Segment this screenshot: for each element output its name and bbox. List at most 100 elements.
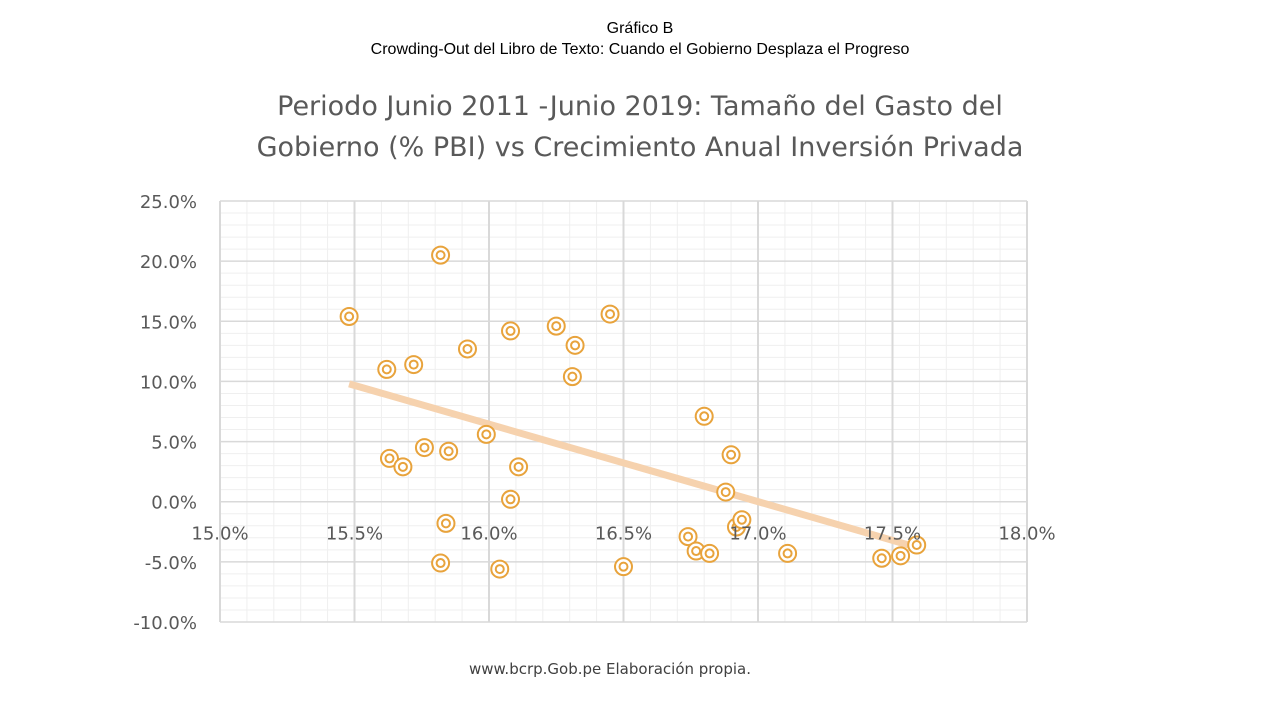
data-point-outer-ring: [778, 543, 798, 563]
y-tick-label: 25.0%: [140, 192, 197, 213]
data-point-inner-ring: [494, 564, 505, 575]
data-point-outer-ring: [891, 546, 911, 566]
data-point-inner-ring: [505, 494, 516, 505]
data-point: [678, 527, 698, 547]
data-point-outer-ring: [431, 553, 451, 573]
x-tick-label: 17.0%: [729, 524, 786, 545]
data-point-outer-ring: [457, 339, 477, 359]
data-point-inner-ring: [782, 548, 793, 559]
data-point-outer-ring: [716, 482, 736, 502]
y-tick-label: 0.0%: [151, 493, 197, 514]
data-point-inner-ring: [570, 340, 581, 351]
data-point: [490, 559, 510, 579]
data-point: [907, 535, 927, 555]
data-point-outer-ring: [700, 543, 720, 563]
chart-title-line-1: Periodo Junio 2011 -Junio 2019: Tamaño d…: [277, 91, 1003, 122]
source-note: www.bcrp.Gob.pe Elaboración propia.: [469, 660, 751, 678]
data-point: [501, 489, 521, 509]
data-point-outer-ring: [501, 321, 521, 341]
x-tick-label: 18.0%: [998, 524, 1055, 545]
data-point-outer-ring: [404, 355, 424, 375]
data-point-outer-ring: [565, 335, 585, 355]
data-point: [565, 335, 585, 355]
data-point-outer-ring: [678, 527, 698, 547]
data-point-inner-ring: [440, 518, 451, 529]
y-tick-label: 10.0%: [140, 372, 197, 393]
data-point: [457, 339, 477, 359]
data-point-inner-ring: [344, 311, 355, 322]
y-tick-label: 5.0%: [151, 433, 197, 454]
chart-title-line-2: Gobierno (% PBI) vs Crecimiento Anual In…: [256, 132, 1024, 163]
data-point-outer-ring: [414, 438, 434, 458]
data-point-outer-ring: [509, 457, 529, 477]
data-point: [778, 543, 798, 563]
data-point-outer-ring: [721, 445, 741, 465]
data-point: [476, 424, 496, 444]
data-point: [509, 457, 529, 477]
data-point-inner-ring: [876, 553, 887, 564]
data-point-inner-ring: [462, 343, 473, 354]
data-point-outer-ring: [339, 306, 359, 326]
data-point: [600, 304, 620, 324]
x-tick-label: 15.5%: [326, 524, 383, 545]
data-point-inner-ring: [505, 325, 516, 336]
data-point: [700, 543, 720, 563]
data-point-outer-ring: [490, 559, 510, 579]
data-point-outer-ring: [546, 316, 566, 336]
x-tick-label: 16.0%: [460, 524, 517, 545]
data-point-inner-ring: [895, 550, 906, 561]
data-point-outer-ring: [501, 489, 521, 509]
data-point-inner-ring: [408, 359, 419, 370]
data-point-inner-ring: [419, 442, 430, 453]
data-point-inner-ring: [443, 446, 454, 457]
data-point-inner-ring: [551, 321, 562, 332]
data-point-inner-ring: [726, 449, 737, 460]
data-point: [393, 457, 413, 477]
data-point: [721, 445, 741, 465]
data-point: [694, 406, 714, 426]
data-point-outer-ring: [732, 510, 752, 530]
data-point: [716, 482, 736, 502]
data-point-inner-ring: [567, 371, 578, 382]
x-tick-label: 15.0%: [191, 524, 248, 545]
data-point: [377, 359, 397, 379]
data-point-outer-ring: [436, 513, 456, 533]
data-point: [562, 367, 582, 387]
data-point-inner-ring: [381, 364, 392, 375]
data-point-inner-ring: [699, 411, 710, 422]
data-point-outer-ring: [907, 535, 927, 555]
data-point: [439, 441, 459, 461]
axis-tick-labels: 25.0% 20.0% 15.0% 10.0% 5.0% 0.0% -5.0% -10.0% 1…: [133, 192, 1055, 634]
data-point-inner-ring: [911, 540, 922, 551]
chart-subtitle: Crowding-Out del Libro de Texto: Cuando …: [370, 41, 910, 58]
data-point-inner-ring: [435, 250, 446, 261]
data-point: [431, 553, 451, 573]
data-point-inner-ring: [683, 531, 694, 542]
data-point: [436, 513, 456, 533]
data-point-inner-ring: [605, 309, 616, 320]
data-point-inner-ring: [720, 487, 731, 498]
data-point: [339, 306, 359, 326]
data-point-inner-ring: [435, 558, 446, 569]
grid: [219, 200, 1028, 623]
y-tick-label: 20.0%: [140, 252, 197, 273]
data-point-inner-ring: [618, 561, 629, 572]
data-point: [414, 438, 434, 458]
data-point-outer-ring: [439, 441, 459, 461]
data-point-inner-ring: [691, 546, 702, 557]
data-point-outer-ring: [379, 448, 399, 468]
y-tick-label: 15.0%: [140, 312, 197, 333]
data-point: [404, 355, 424, 375]
data-point: [546, 316, 566, 336]
y-tick-label: -5.0%: [145, 553, 197, 574]
chart-title: Periodo Junio 2011 -Junio 2019: Tamaño d…: [0, 86, 1280, 168]
data-point-outer-ring: [476, 424, 496, 444]
x-tick-label: 17.5%: [864, 524, 921, 545]
data-point-inner-ring: [513, 461, 524, 472]
data-points: [339, 245, 927, 579]
data-point-inner-ring: [704, 548, 715, 559]
data-point: [891, 546, 911, 566]
data-point: [501, 321, 521, 341]
trendline: [348, 380, 910, 549]
